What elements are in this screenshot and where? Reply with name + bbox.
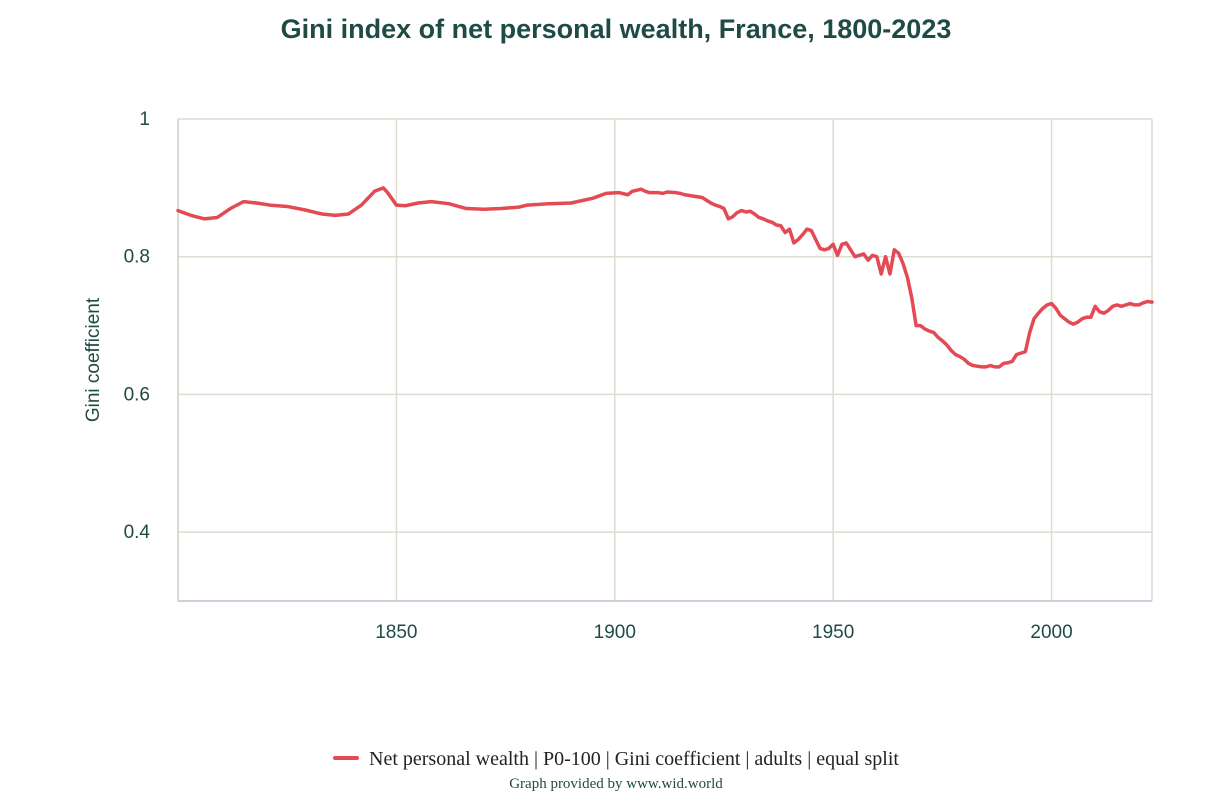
tick-label-layer: 0.4 0.6 0.8 1 1850 1900 1950 2000 [124, 109, 1073, 643]
y-tick-label: 0.6 [124, 384, 150, 405]
chart-title: Gini index of net personal wealth, Franc… [280, 14, 952, 44]
axis-layer [177, 119, 1153, 602]
legend-swatch [333, 756, 359, 761]
series-layer [176, 186, 1154, 369]
x-tick-label: 1900 [594, 622, 636, 643]
y-tick-label: 0.4 [124, 522, 151, 543]
grid-layer [178, 118, 1152, 601]
y-tick-label: 0.8 [124, 247, 150, 268]
legend-label: Net personal wealth | P0-100 | Gini coef… [369, 748, 899, 770]
series-line[interactable] [176, 186, 1154, 369]
y-tick-label: 1 [139, 109, 150, 130]
y-axis-title: Gini coefficient [83, 297, 104, 422]
x-tick-label: 2000 [1030, 622, 1072, 643]
x-tick-label: 1950 [812, 622, 854, 643]
legend[interactable]: Net personal wealth | P0-100 | Gini coef… [0, 748, 1232, 771]
credit-text: Graph provided by www.wid.world [509, 776, 723, 792]
x-tick-label: 1850 [375, 622, 417, 643]
